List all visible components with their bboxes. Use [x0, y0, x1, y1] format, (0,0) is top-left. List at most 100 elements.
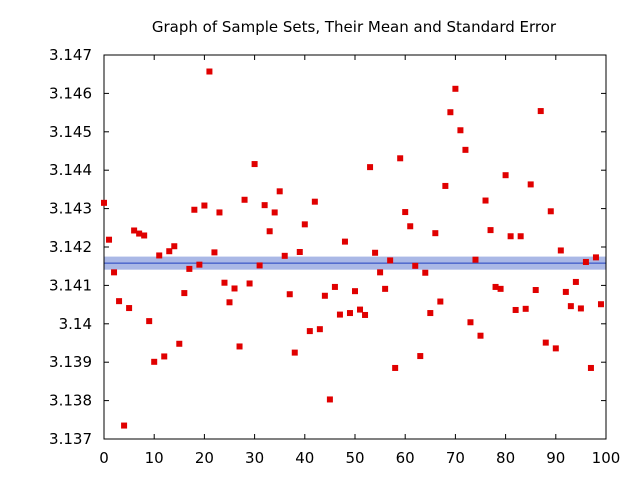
chart-title: Graph of Sample Sets, Their Mean and Sta… — [152, 18, 557, 36]
data-point — [151, 358, 158, 365]
data-point — [286, 291, 293, 298]
data-point — [407, 223, 414, 230]
data-point — [256, 262, 263, 269]
data-point — [171, 243, 178, 250]
data-point — [497, 285, 504, 292]
data-point — [191, 206, 198, 213]
data-point — [467, 319, 474, 326]
data-point — [392, 364, 399, 371]
data-point — [572, 278, 579, 285]
x-tick-label: 10 — [145, 449, 164, 467]
data-point — [542, 339, 549, 346]
data-point — [141, 232, 148, 239]
data-point — [362, 311, 369, 318]
data-point — [266, 228, 273, 235]
data-point — [311, 198, 318, 205]
data-point — [101, 199, 107, 206]
data-point — [326, 396, 333, 403]
y-tick-label: 3.144 — [49, 161, 92, 179]
data-point — [261, 202, 268, 209]
data-point — [346, 310, 353, 317]
data-point — [341, 238, 348, 245]
data-point — [567, 303, 574, 310]
data-point — [246, 280, 253, 287]
x-tick-label: 60 — [396, 449, 415, 467]
data-point — [121, 422, 128, 429]
data-point — [186, 265, 193, 272]
data-point — [452, 85, 459, 92]
data-point — [387, 257, 394, 264]
data-point — [161, 353, 168, 360]
data-point — [136, 230, 143, 237]
y-tick-label: 3.14 — [59, 315, 92, 333]
data-point — [437, 298, 444, 305]
y-tick-label: 3.139 — [49, 353, 92, 371]
data-point — [231, 285, 238, 292]
data-point — [367, 164, 374, 171]
data-point — [146, 318, 153, 325]
data-point — [537, 108, 544, 115]
data-point — [427, 310, 434, 317]
x-tick-label: 50 — [345, 449, 364, 467]
data-point — [597, 301, 604, 308]
data-point — [296, 248, 303, 255]
data-point — [196, 261, 203, 268]
data-point — [522, 305, 529, 312]
y-tick-label: 3.137 — [49, 430, 92, 448]
data-point — [527, 181, 534, 188]
data-point — [111, 269, 118, 276]
data-point — [276, 188, 283, 195]
data-point — [382, 285, 389, 292]
data-point — [517, 233, 524, 240]
x-tick-label: 70 — [446, 449, 465, 467]
data-point — [236, 343, 243, 350]
data-point — [462, 146, 469, 153]
data-point — [487, 227, 494, 234]
data-point — [241, 196, 248, 203]
data-point — [131, 227, 138, 234]
data-point — [577, 305, 584, 312]
data-point — [457, 127, 464, 134]
data-point — [281, 252, 288, 259]
data-point — [206, 68, 213, 75]
data-point — [587, 364, 594, 371]
data-point — [357, 306, 364, 313]
data-point — [331, 283, 338, 290]
data-point — [432, 230, 439, 237]
data-point — [377, 269, 384, 276]
data-point — [181, 290, 188, 297]
data-point — [251, 161, 258, 168]
data-point — [582, 258, 589, 265]
data-point — [291, 349, 298, 356]
data-point — [126, 305, 133, 312]
data-point — [156, 252, 163, 259]
y-tick-label: 3.143 — [49, 200, 92, 218]
x-tick-label: 40 — [295, 449, 314, 467]
x-tick-label: 0 — [99, 449, 109, 467]
data-point — [532, 287, 539, 294]
data-point — [321, 292, 328, 299]
x-tick-label: 80 — [496, 449, 515, 467]
data-point — [422, 269, 429, 276]
data-point — [562, 288, 569, 295]
data-point — [482, 197, 489, 204]
data-point — [472, 256, 479, 263]
x-tick-label: 30 — [245, 449, 264, 467]
y-tick-label: 3.138 — [49, 392, 92, 410]
y-tick-label: 3.146 — [49, 84, 92, 102]
data-point — [552, 345, 559, 352]
data-point — [557, 247, 564, 254]
data-point — [271, 209, 278, 216]
data-point — [507, 233, 514, 240]
data-point — [397, 155, 404, 162]
data-point — [417, 353, 424, 360]
data-point — [412, 262, 419, 269]
data-point — [226, 299, 233, 306]
data-point — [106, 236, 113, 243]
data-point — [166, 248, 173, 255]
data-point — [477, 332, 484, 339]
data-point — [547, 208, 554, 215]
y-tick-label: 3.141 — [49, 276, 92, 294]
data-point — [352, 288, 358, 295]
